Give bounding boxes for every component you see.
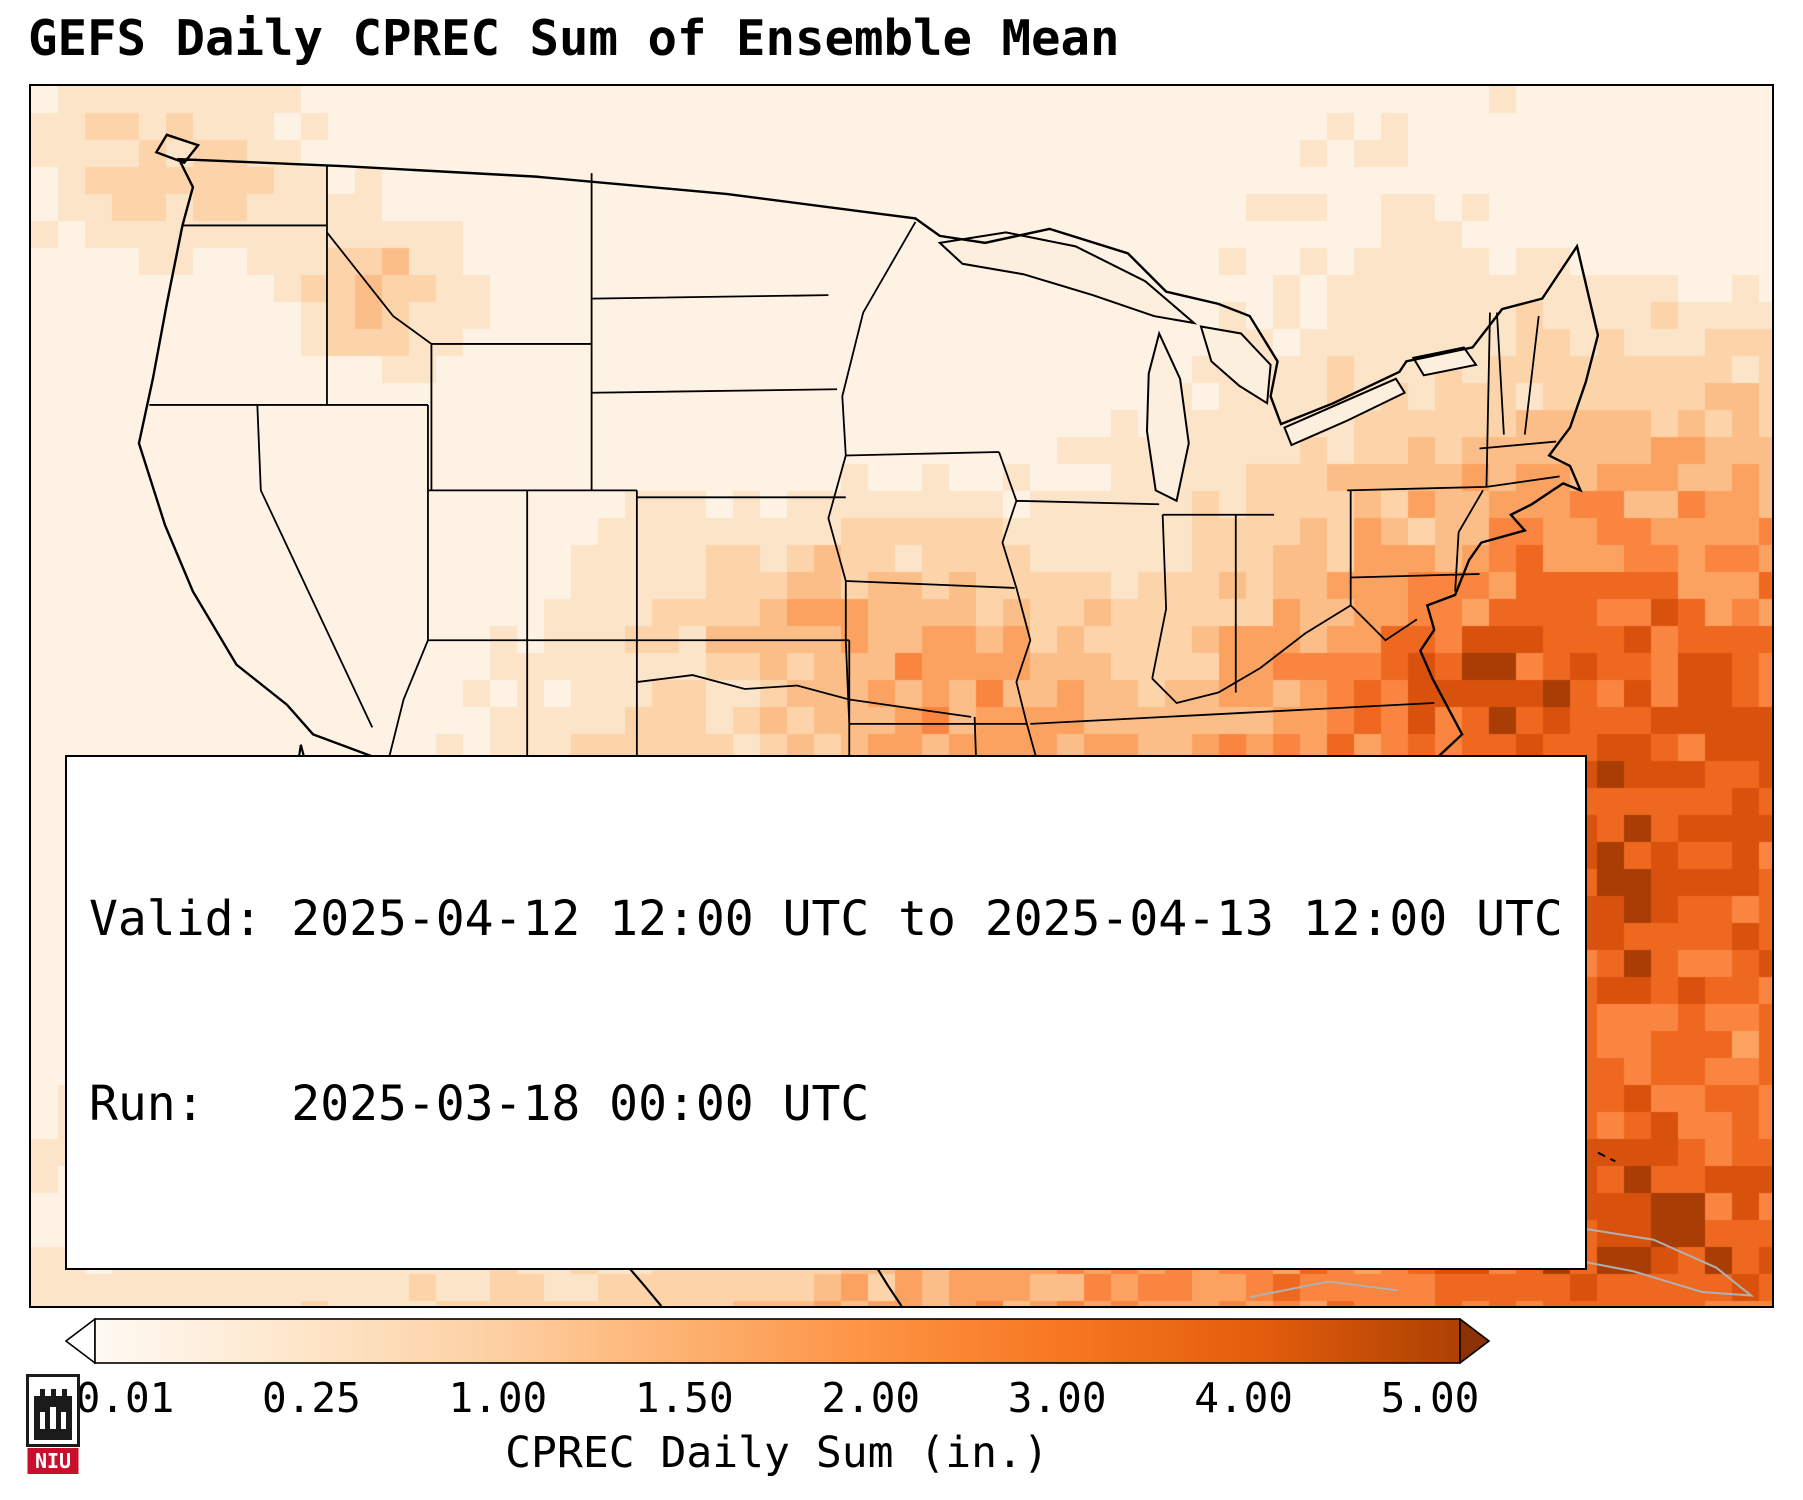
niu-logo: NIU xyxy=(26,1374,80,1474)
colorbar-tick-label: 0.01 xyxy=(75,1374,175,1422)
figure-title: GEFS Daily CPREC Sum of Ensemble Mean xyxy=(28,10,1120,67)
valid-time-text: Valid: 2025-04-12 12:00 UTC to 2025-04-1… xyxy=(89,891,1563,948)
validity-info-box: Valid: 2025-04-12 12:00 UTC to 2025-04-1… xyxy=(65,754,1587,1270)
colorbar-tick-label: 0.25 xyxy=(262,1374,361,1422)
colorbar-gradient-bar xyxy=(94,1318,1461,1364)
niu-logo-banner xyxy=(27,1448,79,1474)
niu-castle-icon xyxy=(26,1374,80,1447)
run-time-text: Run: 2025-03-18 00:00 UTC xyxy=(89,1075,870,1132)
colorbar-tick-label: 5.00 xyxy=(1380,1374,1480,1422)
colorbar-extend-left-arrow xyxy=(64,1317,96,1365)
colorbar-svg xyxy=(64,1317,1491,1365)
colorbar xyxy=(64,1317,1491,1365)
colorbar-tick-label: 3.00 xyxy=(1007,1374,1107,1422)
map-panel: Valid: 2025-04-12 12:00 UTC to 2025-04-1… xyxy=(29,84,1774,1308)
colorbar-axis-label: CPREC Daily Sum (in.) xyxy=(505,1428,1049,1478)
colorbar-tick-label: 4.00 xyxy=(1194,1374,1293,1422)
colorbar-tick-label: 1.50 xyxy=(634,1374,734,1422)
colorbar-tick-label: 2.00 xyxy=(821,1374,921,1422)
colorbar-tick-labels: 0.01 0.25 1.00 1.50 2.00 3.00 4.00 5.00 xyxy=(0,1374,1803,1424)
colorbar-extend-right-arrow xyxy=(1459,1317,1491,1365)
colorbar-tick-label: 1.00 xyxy=(448,1374,548,1422)
great-lakes xyxy=(940,232,1476,500)
niu-logo-text: NIU xyxy=(35,1449,71,1473)
